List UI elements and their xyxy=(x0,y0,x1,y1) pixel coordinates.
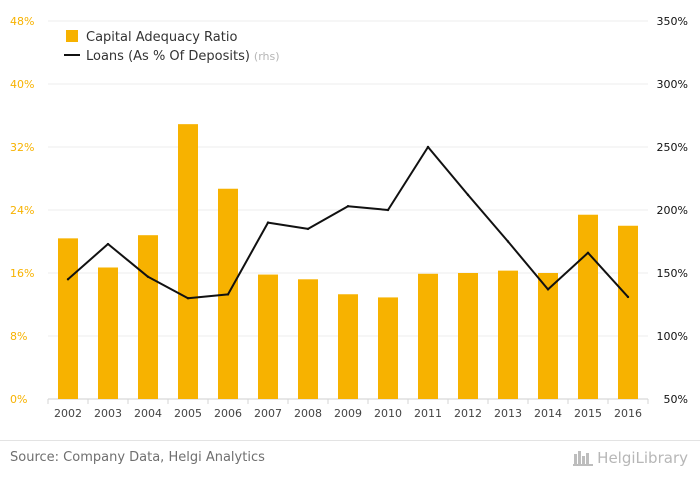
bar xyxy=(538,273,558,399)
line-point xyxy=(426,145,430,149)
source-note: Source: Company Data, Helgi Analytics xyxy=(10,450,265,465)
bar xyxy=(418,273,438,399)
line-point xyxy=(306,227,310,231)
brand-name: HelgiLibrary xyxy=(597,449,688,467)
left-tick-label: 24% xyxy=(10,204,34,217)
bar xyxy=(458,273,478,399)
bar xyxy=(178,124,198,399)
x-tick-label: 2010 xyxy=(374,407,402,420)
right-tick-label: 150% xyxy=(657,267,688,280)
right-tick-label: 100% xyxy=(657,330,688,343)
bar xyxy=(138,235,158,399)
x-tick-label: 2015 xyxy=(574,407,602,420)
left-axis: 0% 8% 16% 24% 32% 40% 48% xyxy=(10,15,34,406)
line-point xyxy=(226,293,230,296)
bar xyxy=(98,267,118,399)
line-point xyxy=(186,297,190,300)
x-tick-label: 2016 xyxy=(614,407,642,420)
x-tick-label: 2007 xyxy=(254,407,282,420)
right-tick-label: 300% xyxy=(657,78,688,91)
line-series xyxy=(66,145,630,300)
x-tick-label: 2008 xyxy=(294,407,322,420)
legend-label-line-name: Loans (As % Of Deposits) xyxy=(86,49,250,64)
x-tick-label: 2011 xyxy=(414,407,442,420)
x-tick-label: 2006 xyxy=(214,407,242,420)
x-tick-label: 2002 xyxy=(54,407,82,420)
right-tick-label: 250% xyxy=(657,141,688,154)
brand-logo: HelgiLibrary xyxy=(573,449,688,467)
bar xyxy=(338,294,358,399)
line-point xyxy=(626,295,630,299)
bar xyxy=(578,214,598,399)
right-tick-label: 50% xyxy=(664,393,688,406)
x-axis: 2002 2003 2004 2005 2006 2007 2008 2009 2010 2011… xyxy=(54,407,642,420)
line-point xyxy=(66,278,70,281)
line-point xyxy=(386,208,390,212)
line-point xyxy=(146,275,150,278)
left-tick-label: 16% xyxy=(10,267,34,280)
line-point xyxy=(506,240,510,243)
legend-label-line-suffix: (rhs) xyxy=(254,50,280,63)
bar xyxy=(58,238,78,399)
left-tick-label: 40% xyxy=(10,78,34,91)
x-tick-label: 2009 xyxy=(334,407,362,420)
right-tick-label: 200% xyxy=(657,204,688,217)
bar xyxy=(498,270,518,399)
legend: Capital Adequacy Ratio Loans (As % Of De… xyxy=(64,30,280,64)
x-tick-label: 2013 xyxy=(494,407,522,420)
x-tick-label: 2004 xyxy=(134,407,162,420)
x-tick-label: 2005 xyxy=(174,407,202,420)
legend-label-line: Loans (As % Of Deposits) (rhs) xyxy=(86,49,280,64)
right-tick-label: 350% xyxy=(657,15,688,28)
footer-divider xyxy=(0,440,700,441)
right-axis: 50% 100% 150% 200% 250% 300% 350% xyxy=(657,15,688,406)
x-tick-label: 2012 xyxy=(454,407,482,420)
bar xyxy=(618,225,638,399)
bar xyxy=(378,297,398,399)
line-point xyxy=(586,251,590,255)
bar xyxy=(298,279,318,399)
bar-series xyxy=(58,124,638,399)
line-point xyxy=(466,193,470,197)
left-tick-label: 0% xyxy=(10,393,27,406)
bar xyxy=(258,274,278,399)
line-point xyxy=(106,242,110,246)
line-point xyxy=(546,288,550,291)
x-tick-label: 2003 xyxy=(94,407,122,420)
legend-swatch-bar xyxy=(66,30,78,42)
left-tick-label: 32% xyxy=(10,141,34,154)
x-tick-label: 2014 xyxy=(534,407,562,420)
line-point xyxy=(346,205,350,208)
line-point xyxy=(266,221,270,224)
legend-label-bar: Capital Adequacy Ratio xyxy=(86,30,237,45)
library-icon xyxy=(573,451,594,466)
left-tick-label: 48% xyxy=(10,15,34,28)
left-tick-label: 8% xyxy=(10,330,27,343)
